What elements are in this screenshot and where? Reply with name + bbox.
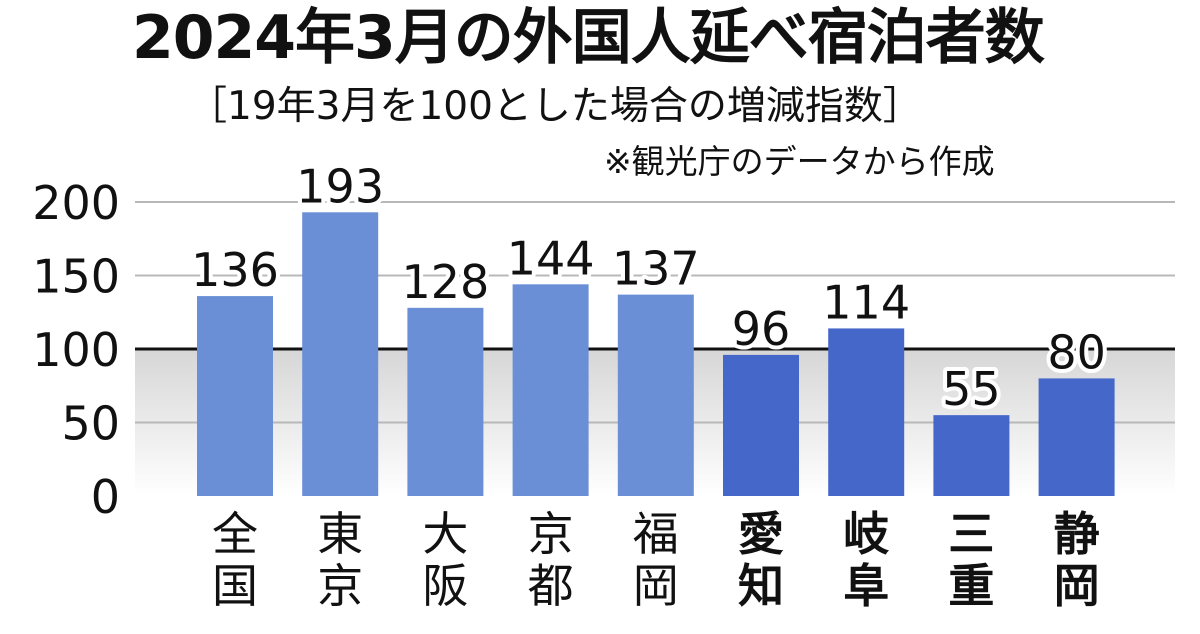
category-label-char: 愛: [738, 507, 784, 561]
category-label-char: 大: [422, 507, 468, 561]
category-label-char: 知: [738, 559, 784, 613]
data-label: 96: [732, 302, 791, 356]
data-label: 80: [1047, 325, 1106, 379]
y-tick-label: 50: [61, 397, 120, 451]
category-label-char: 岡: [1054, 559, 1100, 613]
bar-3: [407, 307, 484, 496]
category-label-char: 重: [948, 559, 994, 613]
data-label: 136: [191, 243, 279, 297]
bar-4: [512, 284, 589, 496]
category-label-char: 岐: [843, 507, 889, 561]
bar-2: [302, 212, 379, 497]
category-label-char: 京: [528, 507, 574, 561]
category-label-char: 阪: [422, 559, 468, 613]
data-label: 193: [296, 159, 384, 213]
data-label: 114: [822, 275, 910, 329]
data-label: 128: [401, 255, 489, 309]
category-label-char: 国: [212, 559, 258, 613]
category-label-char: 岡: [633, 559, 679, 613]
bar-1: [197, 296, 273, 496]
category-label-char: 三: [948, 507, 994, 561]
category-label-char: 京: [317, 559, 363, 613]
bar-5: [617, 294, 694, 496]
category-label-char: 阜: [843, 559, 889, 613]
chart-subtitle: ［19年3月を100とした場合の増減指数］: [188, 84, 922, 129]
y-tick-label: 200: [32, 176, 120, 230]
bar-6: [723, 354, 799, 496]
source-note: ※観光庁のデータから作成: [604, 142, 995, 181]
data-label: 137: [612, 242, 700, 296]
y-tick-label: 0: [91, 470, 120, 524]
data-label: 55: [942, 362, 1001, 416]
category-label-char: 東: [317, 507, 363, 561]
bar-8: [933, 415, 1010, 496]
bar-9: [1038, 378, 1115, 496]
category-label-char: 福: [633, 507, 679, 561]
data-label: 144: [507, 231, 595, 285]
bar-7: [828, 328, 905, 496]
category-label-char: 都: [528, 559, 574, 613]
category-label-char: 静: [1054, 507, 1100, 561]
category-label-char: 全: [212, 507, 258, 561]
y-tick-label: 100: [32, 323, 120, 377]
chart-title: 2024年3月の外国人延べ宿泊者数: [132, 3, 1045, 73]
y-tick-label: 150: [32, 250, 120, 304]
